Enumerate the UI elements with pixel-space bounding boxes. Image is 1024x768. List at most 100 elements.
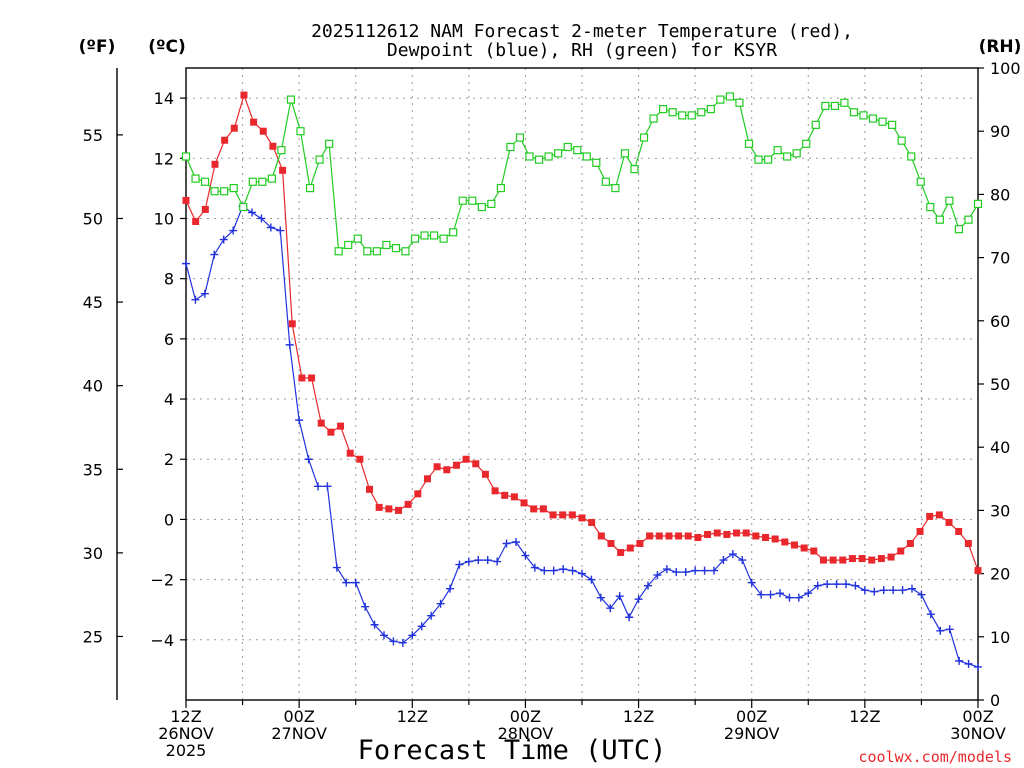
data-point xyxy=(506,142,515,152)
data-point xyxy=(888,120,897,129)
data-point xyxy=(877,555,885,563)
data-point xyxy=(221,136,229,144)
data-point xyxy=(763,155,773,164)
data-point xyxy=(210,250,219,259)
data-point xyxy=(607,540,615,548)
rh-unit-label: (RH) xyxy=(979,37,1022,57)
data-point xyxy=(832,580,841,589)
x-tick-label: 30NOV xyxy=(950,724,1006,743)
data-point xyxy=(337,422,345,430)
rh-tick-label: 30 xyxy=(990,501,1010,520)
data-point xyxy=(351,578,360,587)
data-point xyxy=(668,108,677,117)
data-point xyxy=(945,196,954,205)
credit-link[interactable]: coolwx.com/models xyxy=(858,748,1012,766)
x-tick-label: 26NOV xyxy=(158,724,214,743)
data-point xyxy=(266,223,275,232)
data-point xyxy=(601,177,610,186)
celsius-tick-label: 10 xyxy=(154,209,174,228)
rh-tick-label: 10 xyxy=(990,628,1010,647)
data-point xyxy=(229,226,238,235)
data-point xyxy=(404,500,412,508)
celsius-tick-label: −2 xyxy=(150,571,174,590)
data-point xyxy=(487,199,496,208)
data-point xyxy=(298,374,306,382)
data-point xyxy=(414,490,422,498)
data-point xyxy=(955,656,964,665)
data-point xyxy=(423,475,431,483)
data-point xyxy=(802,139,811,148)
data-point xyxy=(917,590,926,599)
tick-labels: −4 −2 0 2 4 6 8 10 12 14 25 30 35 40 45 50 55 0 10 20 30 40 50… xyxy=(83,59,1021,760)
data-point xyxy=(859,111,868,120)
data-point xyxy=(366,485,374,493)
data-point xyxy=(926,202,935,212)
rh-tick-label: 0 xyxy=(990,691,1000,710)
data-point xyxy=(455,560,464,569)
x-tick-label: 2025 xyxy=(166,741,207,760)
rh-tick-label: 60 xyxy=(990,312,1010,331)
data-point xyxy=(191,174,200,183)
data-point xyxy=(200,177,210,186)
rh-tick-label: 100 xyxy=(990,59,1021,78)
data-point xyxy=(391,244,401,253)
data-point xyxy=(747,578,756,587)
data-point xyxy=(728,550,737,559)
data-point xyxy=(559,565,568,574)
data-point xyxy=(636,540,644,548)
data-point xyxy=(477,202,486,212)
data-point xyxy=(744,139,754,148)
data-point xyxy=(385,505,393,513)
data-point xyxy=(578,514,586,522)
data-point xyxy=(766,590,775,599)
x-axis-title: Forecast Time (UTC) xyxy=(358,735,667,766)
data-point xyxy=(823,580,832,589)
data-point xyxy=(200,289,209,298)
data-point xyxy=(372,247,381,256)
data-point xyxy=(468,196,477,205)
data-point xyxy=(361,602,370,611)
data-point xyxy=(649,114,658,123)
data-point xyxy=(713,529,721,537)
data-point xyxy=(578,569,586,578)
chart-title-line1: 2025112612 NAM Forecast 2-meter Temperat… xyxy=(311,21,853,42)
celsius-tick-label: 0 xyxy=(164,510,174,529)
data-point xyxy=(906,540,914,548)
celsius-unit-label: (ºC) xyxy=(148,37,186,57)
data-point xyxy=(630,165,639,174)
data-point xyxy=(684,532,692,540)
data-point xyxy=(240,91,248,99)
data-point xyxy=(945,518,953,526)
series-rh xyxy=(181,92,983,256)
x-tick-label: 00Z xyxy=(962,707,993,726)
data-point xyxy=(464,557,473,566)
data-point xyxy=(907,152,916,161)
data-point xyxy=(191,295,200,304)
data-point xyxy=(935,215,944,224)
data-point xyxy=(716,95,725,104)
data-point xyxy=(462,455,470,463)
data-point xyxy=(474,556,483,565)
data-point xyxy=(250,118,258,126)
data-point xyxy=(870,587,879,596)
data-point xyxy=(840,98,849,107)
data-point xyxy=(573,146,582,155)
data-point xyxy=(436,599,445,608)
data-point xyxy=(420,231,429,240)
data-point xyxy=(706,104,715,114)
data-point xyxy=(935,511,943,519)
data-point xyxy=(269,142,277,150)
data-point xyxy=(398,638,407,647)
data-point xyxy=(897,547,905,555)
data-point xyxy=(742,529,750,537)
data-point xyxy=(563,142,572,152)
grid-lines xyxy=(186,68,978,700)
data-point xyxy=(559,511,567,519)
data-point xyxy=(181,152,191,161)
data-point xyxy=(945,625,954,634)
data-point xyxy=(192,217,200,225)
data-point xyxy=(544,152,553,161)
data-point xyxy=(493,557,502,566)
data-point xyxy=(549,511,557,519)
data-point xyxy=(308,374,316,382)
